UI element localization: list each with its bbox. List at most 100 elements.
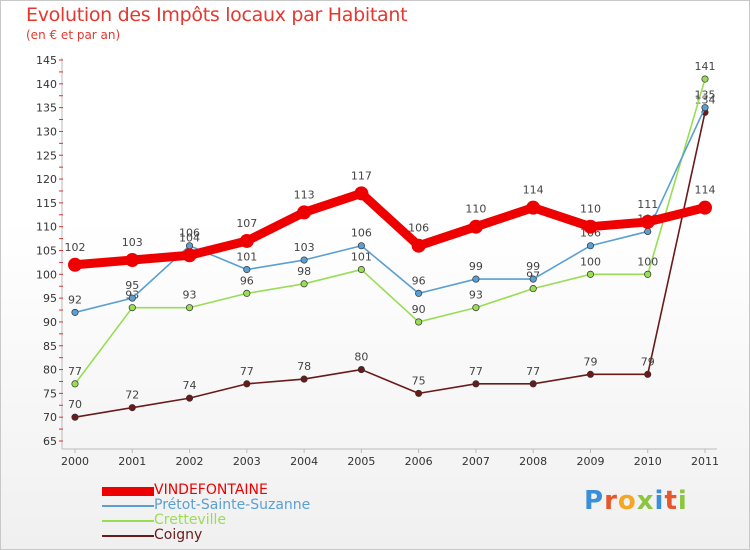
series-line xyxy=(74,78,706,385)
y-tick-label: 100 xyxy=(36,268,57,281)
data-label: 104 xyxy=(179,231,200,244)
data-point xyxy=(698,200,712,215)
data-label: 101 xyxy=(351,251,372,264)
data-point xyxy=(701,75,709,83)
data-point xyxy=(644,270,652,278)
data-point xyxy=(701,104,709,112)
data-point xyxy=(357,366,365,374)
data-point xyxy=(529,285,537,293)
data-point xyxy=(415,289,423,297)
x-tick-label: 2008 xyxy=(519,455,547,468)
data-label: 96 xyxy=(240,274,254,287)
data-label: 77 xyxy=(526,365,540,378)
legend-item-vindefontaine: VINDEFONTAINE xyxy=(102,482,362,498)
data-point xyxy=(468,219,483,234)
data-label: 103 xyxy=(294,241,315,254)
legend-item-cretteville: Cretteville xyxy=(102,512,362,528)
data-label: 111 xyxy=(637,198,658,211)
y-tick-label: 140 xyxy=(36,78,57,91)
data-label: 77 xyxy=(469,365,483,378)
legend-swatch xyxy=(102,535,154,537)
x-tick-label: 2004 xyxy=(290,455,318,468)
data-label: 114 xyxy=(695,184,716,197)
data-point xyxy=(640,214,655,229)
y-tick-label: 115 xyxy=(36,197,57,210)
data-point xyxy=(472,275,480,283)
y-tick-label: 135 xyxy=(36,102,57,115)
data-label: 98 xyxy=(297,265,311,278)
series-line xyxy=(74,111,706,418)
data-point xyxy=(300,256,308,264)
data-point xyxy=(128,404,136,412)
data-label: 72 xyxy=(125,389,139,402)
data-label: 107 xyxy=(236,217,257,230)
brand-logo: Proxiti xyxy=(584,486,688,516)
data-point xyxy=(243,265,251,274)
data-label: 110 xyxy=(580,203,601,216)
legend-swatch xyxy=(102,487,154,496)
data-label: 106 xyxy=(179,227,200,240)
data-point xyxy=(182,248,197,263)
y-tick-label: 145 xyxy=(36,54,57,67)
data-label: 114 xyxy=(523,184,544,197)
data-point xyxy=(239,233,254,248)
data-point xyxy=(586,370,595,378)
data-label: 78 xyxy=(297,360,311,373)
data-label: 135 xyxy=(695,89,716,102)
x-tick-label: 2005 xyxy=(347,455,375,468)
data-point xyxy=(644,227,652,236)
y-tick-label: 95 xyxy=(43,292,57,305)
data-point xyxy=(71,380,79,388)
series-vindefontaine: 102 103 104 107 113 117 106 110 114 110 111 114 xyxy=(65,169,716,272)
data-label: 113 xyxy=(294,188,315,201)
legend: VINDEFONTAINE Prétot-Sainte-Suzanne Crette… xyxy=(102,482,362,543)
data-point xyxy=(415,318,423,326)
data-label: 79 xyxy=(641,355,655,368)
data-point xyxy=(411,238,426,253)
data-point xyxy=(128,294,136,302)
data-point xyxy=(472,380,480,388)
legend-label: Prétot-Sainte-Suzanne xyxy=(154,497,311,513)
x-tick-label: 2003 xyxy=(233,455,261,468)
data-label: 101 xyxy=(236,251,257,264)
data-point xyxy=(644,370,652,378)
data-point xyxy=(586,242,595,250)
chart-subtitle: (en € et par an) xyxy=(26,28,121,42)
data-point xyxy=(300,280,308,288)
series-cretteville: 7793939698101909397100100141 xyxy=(68,60,716,388)
data-point xyxy=(300,375,308,383)
data-point xyxy=(128,304,136,312)
legend-swatch xyxy=(102,520,154,522)
data-label: 93 xyxy=(183,289,197,302)
x-tick-label: 2001 xyxy=(118,455,146,468)
data-point xyxy=(357,242,365,250)
data-point xyxy=(354,186,369,201)
y-tick-label: 130 xyxy=(36,125,57,138)
y-tick-label: 75 xyxy=(43,387,57,400)
data-point xyxy=(297,205,312,220)
y-tick-label: 70 xyxy=(43,411,57,424)
series-pretot-sainte-suzanne: 9295106101103106969999106109135 xyxy=(68,89,716,316)
data-point xyxy=(472,304,480,312)
data-point xyxy=(125,253,140,268)
y-tick-label: 125 xyxy=(36,149,57,162)
data-point xyxy=(529,275,537,283)
legend-item-coigny: Coigny xyxy=(102,527,362,543)
x-tick-label: 2009 xyxy=(576,455,604,468)
data-label: 110 xyxy=(465,203,486,216)
data-label: 96 xyxy=(412,274,426,287)
data-point xyxy=(71,308,79,316)
chart-title: Evolution des Impôts locaux par Habitant xyxy=(26,4,408,26)
series-line xyxy=(74,106,706,314)
legend-label: Cretteville xyxy=(154,512,226,528)
data-label: 141 xyxy=(695,60,716,73)
data-label: 102 xyxy=(65,241,86,254)
legend-item-pretot-sainte-suzanne: Prétot-Sainte-Suzanne xyxy=(102,497,362,513)
data-label: 99 xyxy=(526,260,540,273)
data-label: 117 xyxy=(351,169,372,182)
data-point xyxy=(415,389,423,397)
data-label: 100 xyxy=(637,255,658,268)
data-label: 77 xyxy=(240,365,254,378)
